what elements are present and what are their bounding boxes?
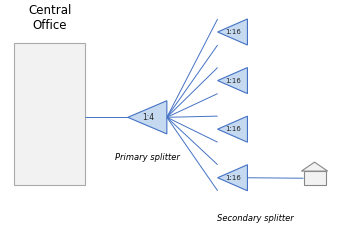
Text: Secondary splitter: Secondary splitter <box>217 214 294 223</box>
Text: 1:16: 1:16 <box>225 29 241 35</box>
Bar <box>14 43 85 185</box>
Text: Primary splitter: Primary splitter <box>115 153 180 162</box>
Polygon shape <box>301 162 328 171</box>
Text: 1:16: 1:16 <box>225 175 241 181</box>
Text: Central
Office: Central Office <box>28 4 71 32</box>
Polygon shape <box>218 19 247 45</box>
Polygon shape <box>218 68 247 94</box>
Bar <box>304 171 326 185</box>
Polygon shape <box>218 116 247 142</box>
Text: 1:16: 1:16 <box>225 126 241 132</box>
Polygon shape <box>218 165 247 191</box>
Text: 1:16: 1:16 <box>225 77 241 84</box>
Text: 1:4: 1:4 <box>142 113 154 122</box>
Polygon shape <box>128 101 167 134</box>
